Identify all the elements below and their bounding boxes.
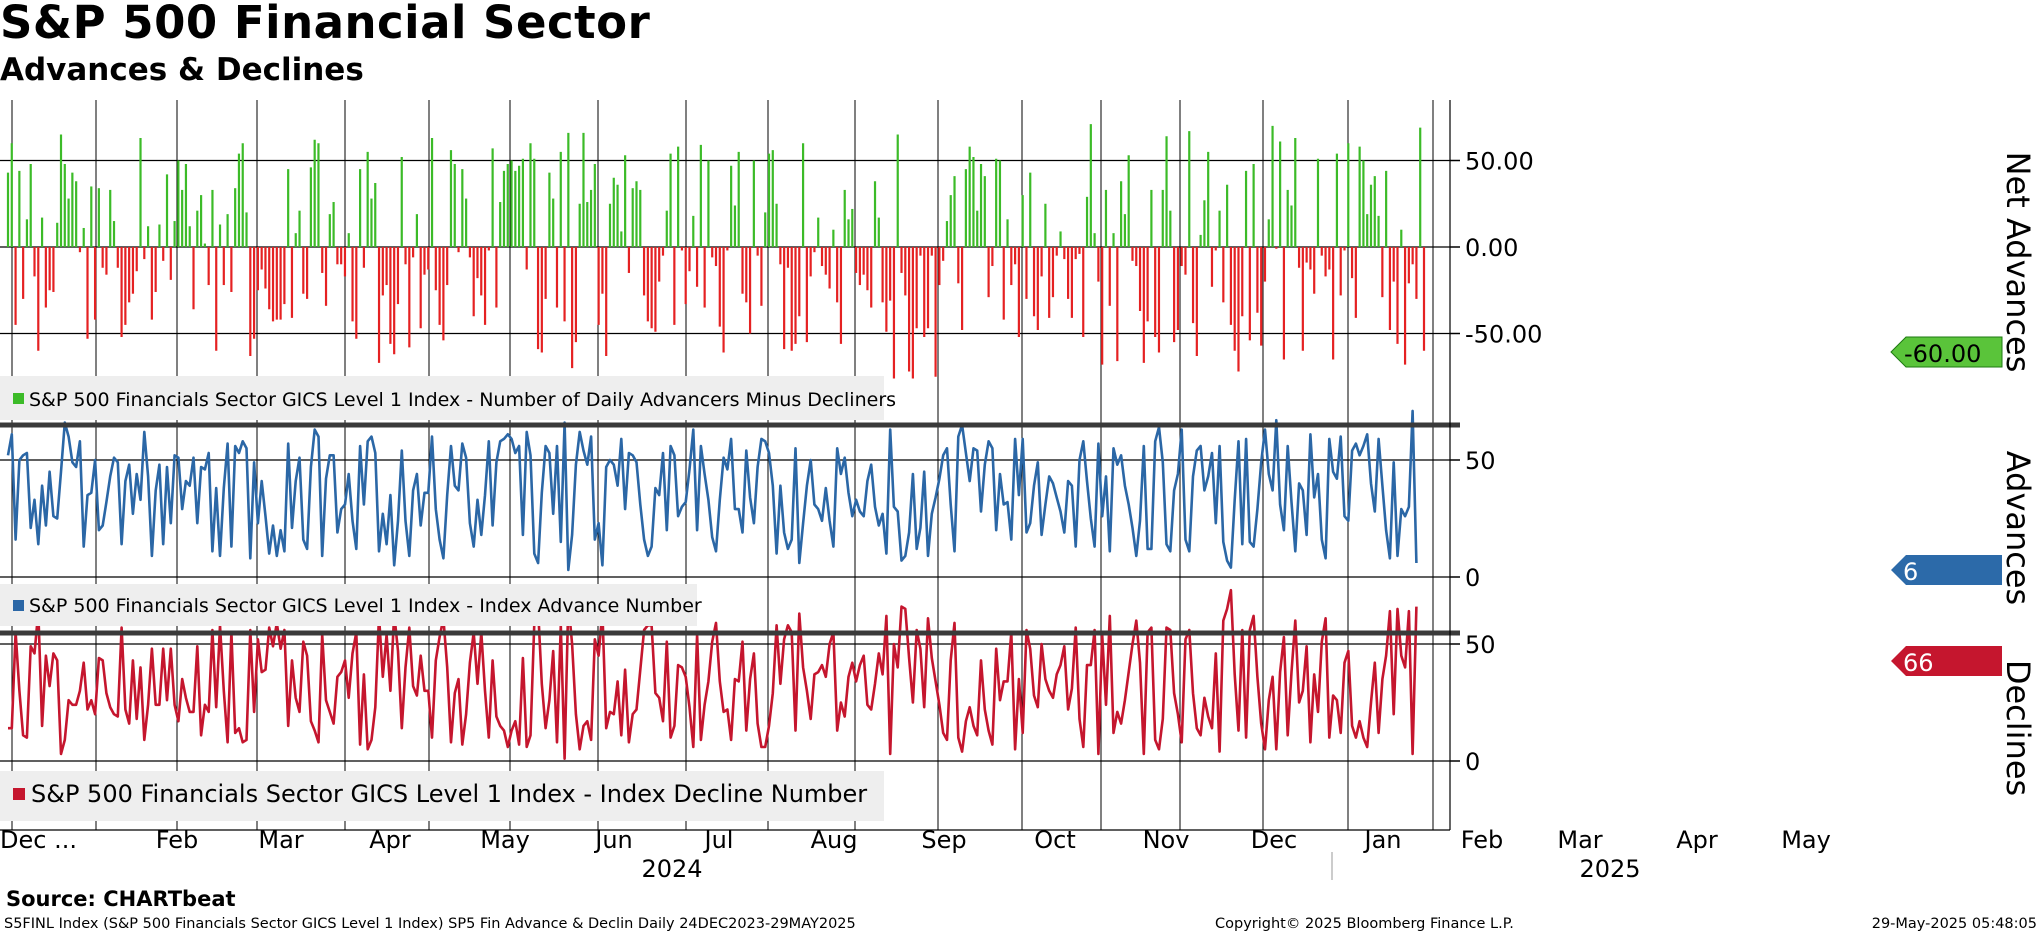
- source-note: Source: CHARTbeat: [6, 887, 236, 911]
- legend-label-adv: S&P 500 Financials Sector GICS Level 1 I…: [29, 595, 702, 617]
- x-month-label: Feb: [156, 826, 199, 854]
- x-month-label: Mar: [258, 826, 303, 854]
- advances-line: [6, 409, 1418, 572]
- x-year-label: 2025: [1579, 855, 1640, 880]
- chart-title: S&P 500 Financial Sector: [0, 0, 651, 49]
- y-tick-label: 0: [1465, 564, 1480, 592]
- ylabel-adv: Advances: [1999, 451, 2037, 605]
- footer-copyright: Copyright© 2025 Bloomberg Finance L.P.: [1215, 916, 1514, 932]
- y-tick-label: 50.00: [1465, 148, 1534, 176]
- x-month-label: May: [480, 826, 530, 854]
- x-month-label: Dec ...: [0, 826, 77, 854]
- x-month-label: Oct: [1034, 826, 1076, 854]
- legend-label-net: S&P 500 Financials Sector GICS Level 1 I…: [29, 389, 896, 411]
- x-month-label: Apr: [369, 826, 411, 854]
- marks-layer: [6, 124, 1426, 761]
- last-value-adv: 6: [1903, 558, 1918, 586]
- x-year-label: 2024: [641, 855, 702, 880]
- legend-swatch-dec: [13, 788, 25, 800]
- frame-layer: 50.00 0.00 -50.00 50 0 50 0 Dec ... Feb Mar Apr May…: [0, 100, 1831, 880]
- x-month-label: Jun: [593, 826, 633, 854]
- grid-layer: [0, 100, 1450, 830]
- x-month-label: May: [1781, 826, 1831, 854]
- chart-area: 50.00 0.00 -50.00 50 0 50 0 Dec ... Feb Mar Apr May…: [0, 100, 2037, 880]
- x-month-label: Dec: [1251, 826, 1297, 854]
- last-value-tag-dec: [1891, 646, 2002, 676]
- x-month-label: Mar: [1557, 826, 1602, 854]
- last-value-net: -60.00: [1904, 340, 1981, 368]
- y-tick-label: -50.00: [1465, 321, 1542, 349]
- last-value-dec: 66: [1903, 649, 1934, 677]
- y-tick-label: 0.00: [1465, 234, 1518, 262]
- chart-subtitle: Advances & Declines: [0, 52, 364, 88]
- last-value-tag-adv: [1891, 555, 2002, 585]
- x-month-label: Apr: [1676, 826, 1718, 854]
- ylabel-dec: Declines: [1999, 660, 2037, 796]
- x-month-label: Jan: [1363, 826, 1402, 854]
- footer-index-info: S5FINL Index (S&P 500 Financials Sector …: [4, 916, 856, 932]
- legend-box-adv: [0, 584, 697, 626]
- declines-line: [8, 588, 1418, 761]
- legend-label-dec: S&P 500 Financials Sector GICS Level 1 I…: [31, 780, 867, 808]
- legend-swatch-adv: [13, 600, 24, 611]
- x-month-label: Aug: [811, 826, 858, 854]
- legend-box-dec: [0, 771, 884, 821]
- y-tick-label: 0: [1465, 748, 1480, 776]
- y-tick-label: 50: [1465, 631, 1496, 659]
- footer-timestamp: 29-May-2025 05:48:05: [1871, 916, 2037, 932]
- x-month-label: Nov: [1143, 826, 1190, 854]
- legend-swatch-net: [13, 393, 24, 404]
- x-month-label: Sep: [921, 826, 966, 854]
- legend-box-net: [0, 376, 884, 420]
- x-month-label: Feb: [1461, 826, 1504, 854]
- ylabel-net: Net Advances: [1999, 152, 2037, 373]
- y-tick-label: 50: [1465, 447, 1496, 475]
- x-month-label: Jul: [703, 826, 734, 854]
- last-value-tag-net: [1890, 336, 2003, 368]
